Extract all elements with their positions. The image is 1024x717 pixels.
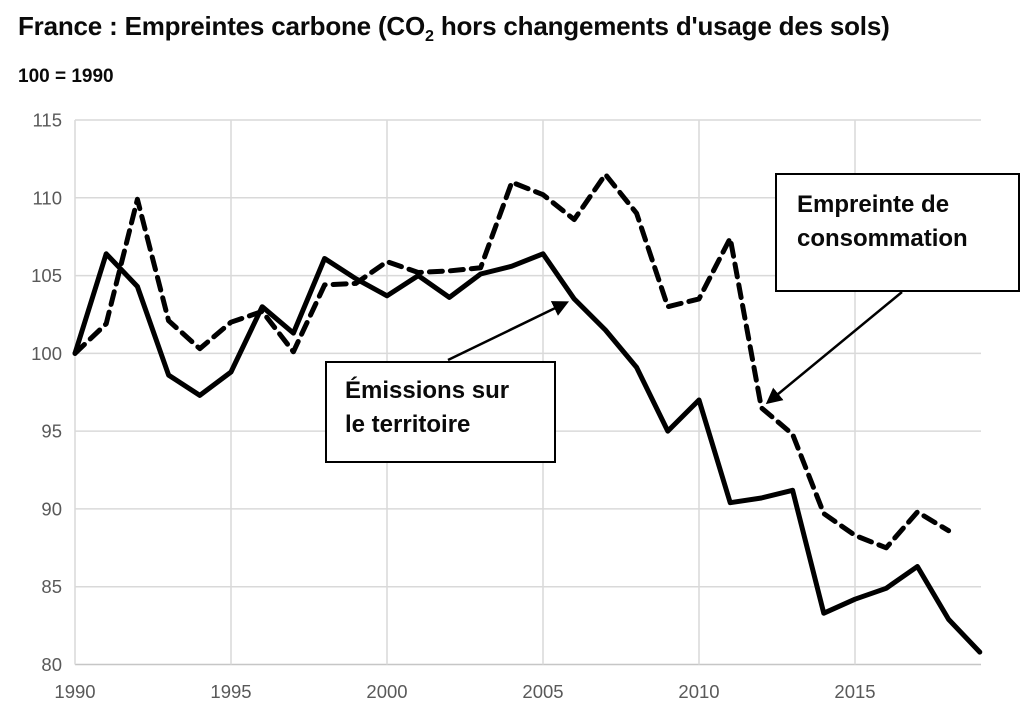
x-axis-tick-label: 2005 bbox=[522, 681, 563, 702]
annotation-arrow bbox=[447, 301, 570, 362]
y-axis-tick-label: 80 bbox=[41, 654, 62, 675]
y-axis-tick-label: 115 bbox=[33, 110, 63, 131]
y-axis-tick-label: 90 bbox=[41, 498, 62, 519]
y-axis-tick-label: 95 bbox=[41, 421, 62, 442]
index-base-note: 100 = 1990 bbox=[18, 66, 114, 87]
annotation-emissions-territoire: Émissions sur le territoire bbox=[325, 361, 556, 463]
title-text-suffix: hors changements d'usage des sols) bbox=[433, 11, 890, 41]
y-axis-tick-label: 100 bbox=[31, 343, 62, 364]
x-axis-tick-label: 2015 bbox=[834, 681, 875, 702]
y-axis-tick-label: 85 bbox=[41, 576, 62, 597]
y-axis-tick-label: 105 bbox=[31, 265, 62, 286]
series-line-solid bbox=[72, 251, 983, 655]
y-axis-tick-label: 110 bbox=[33, 187, 63, 208]
series-line-dashed bbox=[72, 171, 952, 551]
x-axis-tick-label: 2010 bbox=[678, 681, 719, 702]
title-co2-subscript: 2 bbox=[425, 27, 434, 46]
x-axis-tick-label: 1995 bbox=[210, 681, 251, 702]
annotation-line: le territoire bbox=[345, 411, 471, 438]
annotation-empreinte-consommation: Empreinte de consommation bbox=[775, 173, 1020, 292]
annotation-arrow bbox=[765, 291, 903, 405]
annotation-line: Émissions sur bbox=[345, 377, 510, 404]
x-axis-tick-label: 2000 bbox=[366, 681, 407, 702]
annotation-line: consommation bbox=[797, 225, 968, 252]
page-title: France : Empreintes carbone (CO2 hors ch… bbox=[18, 11, 1018, 46]
annotation-line: Empreinte de bbox=[797, 191, 950, 218]
x-axis-tick-label: 1990 bbox=[54, 681, 95, 702]
title-text: France : Empreintes carbone (CO bbox=[18, 11, 426, 41]
